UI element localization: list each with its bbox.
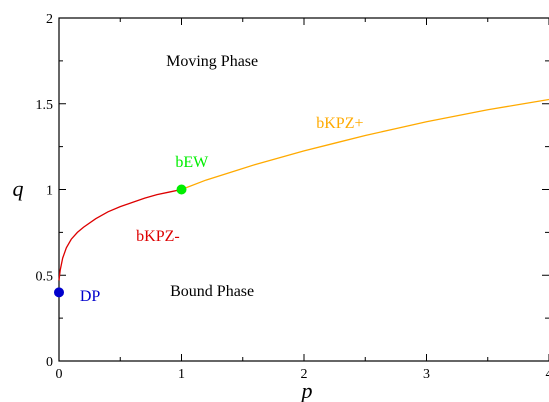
y-tick-label: 0 — [46, 355, 53, 370]
series-line-bkpz- — [58, 188, 182, 281]
annotation-dp: DP — [80, 288, 101, 305]
series-line-bkpz- — [181, 98, 549, 191]
annotation-moving-phase: Moving Phase — [166, 53, 258, 70]
y-tick-label: 1 — [46, 184, 53, 199]
x-tick-label: 4 — [546, 367, 549, 382]
x-axis-label: p — [300, 378, 313, 402]
annotation-bound-phase: Bound Phase — [170, 283, 254, 300]
annotation-bkpz: bKPZ- — [136, 228, 180, 245]
y-tick-label: 2 — [46, 12, 53, 27]
y-tick-label: 0.5 — [36, 269, 54, 284]
x-tick-label: 0 — [56, 367, 63, 382]
x-tick-label: 3 — [423, 367, 430, 382]
x-tick-label: 1 — [178, 367, 185, 382]
y-tick-label: 1.5 — [36, 98, 54, 113]
x-tick-label: 2 — [301, 367, 308, 382]
point-dp — [54, 287, 64, 298]
y-axis-label: q — [13, 176, 24, 201]
annotation-bew: bEW — [175, 154, 209, 171]
annotation-bkpz: bKPZ+ — [316, 115, 363, 132]
plot-frame — [58, 17, 549, 362]
point-bew — [176, 184, 187, 195]
